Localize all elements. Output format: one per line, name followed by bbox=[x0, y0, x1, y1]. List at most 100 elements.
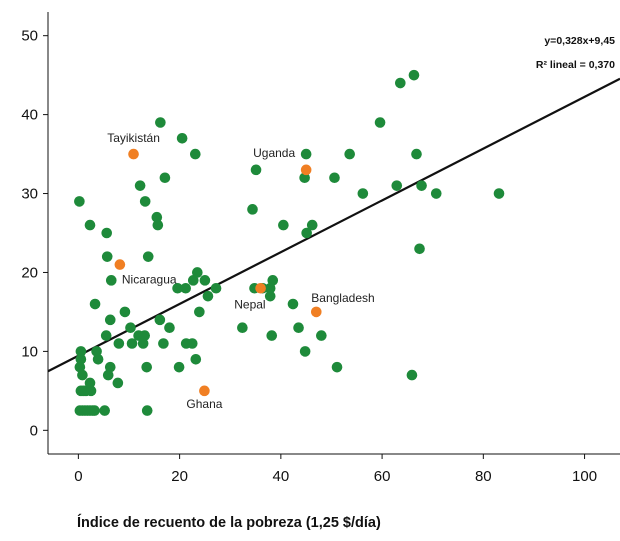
data-point bbox=[395, 77, 406, 89]
data-point bbox=[101, 227, 113, 239]
y-tick-label: 50 bbox=[21, 28, 38, 45]
data-point bbox=[287, 298, 299, 310]
data-point bbox=[126, 338, 138, 349]
data-point bbox=[101, 251, 113, 262]
data-point bbox=[278, 219, 289, 231]
country-label: Nicaragua bbox=[122, 273, 177, 287]
data-point bbox=[329, 172, 340, 184]
x-tick-label: 20 bbox=[171, 468, 188, 485]
data-point bbox=[84, 219, 96, 231]
data-point bbox=[99, 405, 110, 416]
data-point bbox=[299, 172, 310, 184]
data-point bbox=[141, 405, 153, 416]
x-tick-label: 60 bbox=[374, 468, 391, 485]
r-squared-label: R² lineal = 0,370 bbox=[536, 59, 615, 71]
data-point bbox=[301, 227, 312, 239]
data-point bbox=[92, 353, 104, 365]
country-label: Ghana bbox=[186, 397, 222, 411]
x-tick-label: 40 bbox=[273, 468, 290, 485]
data-point bbox=[331, 361, 343, 373]
highlight-point bbox=[300, 164, 312, 176]
data-point bbox=[192, 267, 203, 278]
data-point bbox=[85, 385, 97, 397]
data-point bbox=[266, 330, 278, 341]
country-label: Bangladesh bbox=[311, 291, 374, 305]
data-point bbox=[100, 330, 112, 341]
y-tick-label: 30 bbox=[21, 186, 38, 203]
data-point bbox=[202, 290, 214, 302]
highlighted-points bbox=[114, 148, 322, 397]
data-point bbox=[89, 405, 100, 416]
data-point bbox=[154, 314, 166, 326]
data-point bbox=[164, 322, 175, 334]
data-point bbox=[180, 282, 191, 294]
data-point bbox=[159, 172, 171, 184]
data-point bbox=[173, 361, 185, 373]
data-point bbox=[199, 275, 211, 286]
data-point bbox=[344, 148, 355, 160]
data-point bbox=[91, 346, 102, 357]
country-label: Tayikistán bbox=[107, 131, 160, 145]
regression-line bbox=[48, 77, 620, 373]
highlight-point bbox=[128, 148, 139, 160]
data-point bbox=[77, 369, 88, 381]
data-point bbox=[357, 188, 369, 199]
data-point bbox=[176, 132, 188, 144]
data-point bbox=[152, 219, 164, 231]
data-point bbox=[493, 188, 505, 199]
data-point bbox=[247, 204, 258, 215]
data-point bbox=[411, 148, 422, 160]
data-point bbox=[406, 369, 418, 381]
country-label: Nepal bbox=[234, 297, 265, 311]
data-point bbox=[267, 275, 279, 286]
data-point bbox=[102, 369, 114, 381]
data-point bbox=[187, 275, 199, 286]
data-point bbox=[190, 148, 201, 160]
data-point bbox=[299, 346, 311, 357]
data-point bbox=[374, 117, 386, 128]
data-point bbox=[134, 180, 146, 191]
data-point bbox=[125, 322, 136, 334]
data-point bbox=[414, 243, 425, 255]
data-point bbox=[112, 377, 124, 389]
data-point bbox=[75, 346, 87, 357]
y-axis-ticks: 0 10 20 30 40 50 bbox=[21, 28, 48, 439]
x-tick-label: 0 bbox=[74, 468, 82, 485]
highlight-point bbox=[255, 282, 266, 294]
data-point bbox=[119, 306, 131, 318]
data-point bbox=[151, 211, 163, 223]
data-point bbox=[141, 361, 153, 373]
data-point bbox=[316, 330, 327, 341]
y-tick-label: 40 bbox=[21, 107, 38, 124]
x-axis-title: Índice de recuento de la pobreza (1,25 $… bbox=[77, 515, 381, 531]
data-point bbox=[74, 196, 85, 207]
x-tick-label: 100 bbox=[572, 468, 597, 485]
country-labels: Tayikistán Uganda Nicaragua Nepal Bangladesh… bbox=[107, 131, 374, 411]
x-tick-label: 80 bbox=[475, 468, 492, 485]
data-point bbox=[186, 338, 198, 349]
data-point bbox=[391, 180, 403, 191]
country-label: Uganda bbox=[253, 146, 295, 160]
data-point bbox=[139, 196, 151, 207]
data-point bbox=[137, 338, 149, 349]
data-point bbox=[306, 219, 318, 231]
data-point bbox=[142, 251, 154, 262]
data-point bbox=[210, 282, 222, 294]
highlight-point bbox=[310, 306, 322, 318]
data-point bbox=[105, 275, 117, 286]
data-points bbox=[74, 69, 505, 416]
data-point bbox=[89, 298, 101, 310]
regression-equation: y=0,328x+9,45 bbox=[544, 35, 615, 47]
data-point bbox=[250, 164, 262, 176]
data-point bbox=[104, 314, 116, 326]
data-point bbox=[416, 180, 427, 191]
y-tick-label: 0 bbox=[30, 422, 38, 439]
data-point bbox=[293, 322, 304, 334]
data-point bbox=[190, 353, 202, 365]
data-point bbox=[158, 338, 169, 349]
data-point bbox=[237, 322, 248, 334]
data-point bbox=[408, 69, 420, 81]
data-point bbox=[264, 290, 276, 302]
y-tick-label: 10 bbox=[21, 343, 38, 360]
highlight-point bbox=[199, 385, 210, 397]
